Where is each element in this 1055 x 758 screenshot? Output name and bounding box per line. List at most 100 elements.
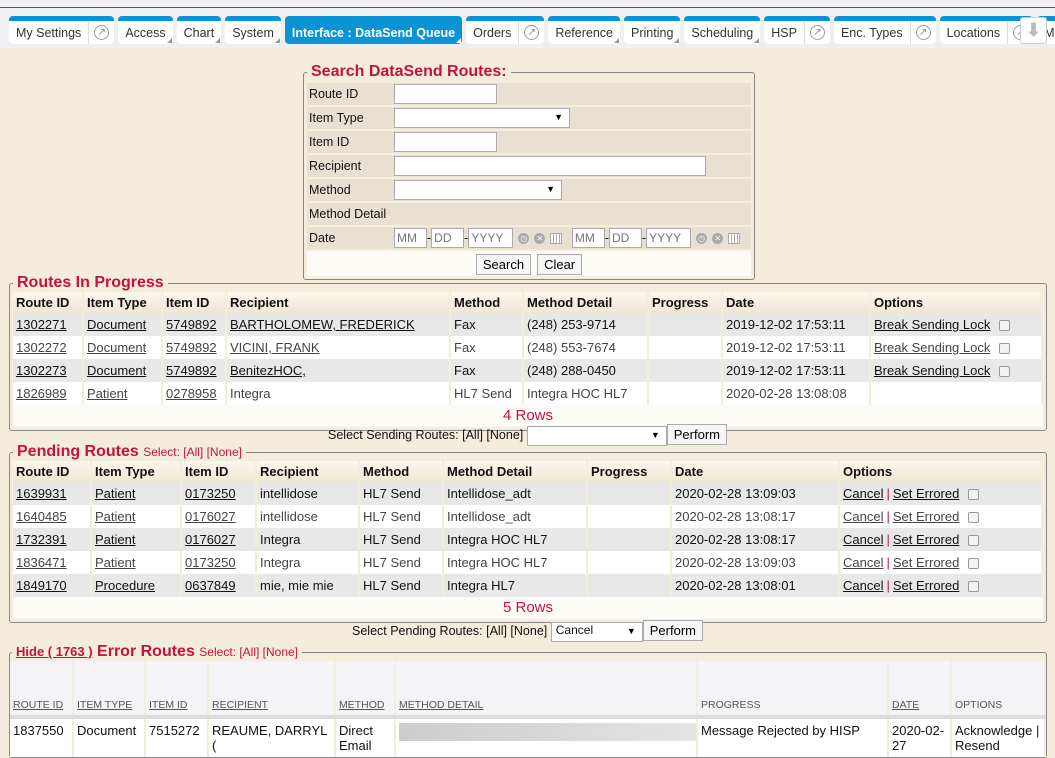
recipient-input[interactable] <box>394 156 706 176</box>
to-day-input[interactable] <box>609 228 642 248</box>
route-id-input[interactable] <box>394 84 497 104</box>
record-link[interactable]: Document <box>87 317 147 332</box>
record-link[interactable]: 0176027 <box>185 509 236 524</box>
set-errored-link[interactable]: Set Errored <box>892 486 960 501</box>
record-link[interactable]: 1639931 <box>16 486 67 501</box>
break-sending-lock-link[interactable]: Break Sending Lock <box>874 363 991 378</box>
open-external-icon[interactable]: ↗ <box>803 21 830 44</box>
record-link[interactable]: 5749892 <box>166 363 217 378</box>
record-link[interactable]: 0176027 <box>185 532 236 547</box>
row-checkbox[interactable] <box>968 581 980 593</box>
record-link[interactable]: 0173250 <box>185 555 236 570</box>
clear-icon[interactable]: ✕ <box>712 233 724 245</box>
row-checkbox[interactable] <box>999 320 1011 332</box>
record-link[interactable]: Patient <box>95 532 136 547</box>
record-link[interactable]: 0278958 <box>166 386 217 401</box>
search-button[interactable]: Search <box>475 254 532 275</box>
record-link[interactable]: BenitezHOC, <box>230 363 306 378</box>
tab-reference[interactable]: Reference <box>548 16 621 44</box>
set-errored-link[interactable]: Set Errored <box>892 532 960 547</box>
record-link[interactable]: 1640485 <box>16 509 67 524</box>
hide-errors-link[interactable]: Hide ( 1763 ) <box>16 644 93 659</box>
open-external-icon[interactable]: ↗ <box>909 21 936 44</box>
tab-interface-datasend-queue[interactable]: Interface : DataSend Queue <box>284 16 463 44</box>
to-year-input[interactable] <box>646 228 692 248</box>
record-link[interactable]: 1836471 <box>16 555 67 570</box>
error-select-links[interactable]: Select: [All] [None] <box>199 645 299 659</box>
tab-scheduling[interactable]: Scheduling <box>684 16 761 44</box>
perform-button[interactable]: Perform <box>666 424 727 445</box>
open-external-icon[interactable]: ↗ <box>88 21 114 44</box>
record-link[interactable]: Document <box>87 340 147 355</box>
calendar-icon[interactable] <box>728 233 741 245</box>
pending-select-links[interactable]: Select: [All] [None] <box>143 445 242 459</box>
cancel-link[interactable]: Cancel <box>843 509 884 524</box>
tab-locations[interactable]: Locations↗ <box>939 16 1034 44</box>
to-month-input[interactable] <box>571 228 605 248</box>
record-link[interactable]: 5749892 <box>166 340 217 355</box>
break-sending-lock-link[interactable]: Break Sending Lock <box>874 317 991 332</box>
record-link[interactable]: 1826989 <box>16 386 67 401</box>
item-type-select[interactable] <box>394 108 570 128</box>
column-header[interactable]: RECIPIENT <box>208 661 336 719</box>
tab-chart[interactable]: Chart <box>176 16 222 44</box>
cancel-link[interactable]: Cancel <box>843 555 884 570</box>
record-link[interactable]: BARTHOLOMEW, FREDERICK <box>230 317 415 332</box>
cancel-link[interactable]: Cancel <box>843 486 884 501</box>
select-pending-routes-label[interactable]: Select Pending Routes: [All] [None] <box>352 624 548 638</box>
scroll-tabs-down-button[interactable]: ⬇ <box>1020 17 1047 44</box>
record-link[interactable]: VICINI, FRANK <box>230 340 320 355</box>
column-header[interactable]: METHOD <box>335 661 396 719</box>
pending-action-select[interactable]: Cancel <box>550 621 643 642</box>
tab-my-settings[interactable]: My Settings ↗ <box>9 16 115 44</box>
record-link[interactable]: Document <box>87 363 147 378</box>
perform-button[interactable]: Perform <box>642 620 703 641</box>
tab-system[interactable]: System <box>225 16 281 44</box>
record-link[interactable]: Patient <box>95 486 136 501</box>
sending-action-select[interactable] <box>526 425 667 446</box>
record-link[interactable]: Patient <box>87 386 128 401</box>
column-header[interactable]: DATE <box>888 661 952 719</box>
record-link[interactable]: 1302271 <box>16 317 67 332</box>
column-header[interactable]: ITEM ID <box>145 661 209 719</box>
record-link[interactable]: 5749892 <box>166 317 217 332</box>
method-select[interactable] <box>394 180 562 200</box>
cancel-link[interactable]: Cancel <box>843 532 884 547</box>
clock-icon[interactable]: ◷ <box>518 233 530 245</box>
record-link[interactable]: 1302272 <box>16 340 67 355</box>
break-sending-lock-link[interactable]: Break Sending Lock <box>874 340 991 355</box>
calendar-icon[interactable] <box>550 233 563 245</box>
tab-access[interactable]: Access <box>118 16 173 44</box>
from-month-input[interactable] <box>394 228 427 248</box>
column-header[interactable]: METHOD DETAIL <box>395 661 698 719</box>
from-year-input[interactable] <box>468 228 514 248</box>
tab-enc-types[interactable]: Enc. Types ↗ <box>833 16 936 44</box>
tab-orders[interactable]: Orders ↗ <box>466 16 545 44</box>
record-link[interactable]: 1302273 <box>16 363 67 378</box>
set-errored-link[interactable]: Set Errored <box>892 509 960 524</box>
record-link[interactable]: Patient <box>95 555 136 570</box>
record-link[interactable]: Patient <box>95 509 136 524</box>
from-day-input[interactable] <box>431 228 465 248</box>
clock-icon[interactable]: ◷ <box>696 233 708 245</box>
record-link[interactable]: 0173250 <box>185 486 236 501</box>
open-external-icon[interactable]: ↗ <box>518 21 544 44</box>
select-sending-routes-label[interactable]: Select Sending Routes: [All] [None] <box>328 428 524 442</box>
clear-icon[interactable]: ✕ <box>534 233 546 245</box>
record-link[interactable]: 1732391 <box>16 532 67 547</box>
tab-hsp[interactable]: HSP ↗ <box>764 16 830 44</box>
set-errored-link[interactable]: Set Errored <box>892 578 960 593</box>
tab-printing[interactable]: Printing <box>624 16 681 44</box>
record-link[interactable]: 1849170 <box>16 578 67 593</box>
clear-button[interactable]: Clear <box>537 254 583 275</box>
row-checkbox[interactable] <box>999 343 1011 355</box>
column-header[interactable]: ITEM TYPE <box>73 661 146 719</box>
row-checkbox[interactable] <box>968 535 980 547</box>
record-link[interactable]: 0637849 <box>185 578 236 593</box>
column-header[interactable]: ROUTE ID <box>10 661 74 719</box>
row-checkbox[interactable] <box>968 558 980 570</box>
row-checkbox[interactable] <box>968 489 980 501</box>
set-errored-link[interactable]: Set Errored <box>892 555 960 570</box>
row-checkbox[interactable] <box>968 512 980 524</box>
record-link[interactable]: Procedure <box>95 578 155 593</box>
